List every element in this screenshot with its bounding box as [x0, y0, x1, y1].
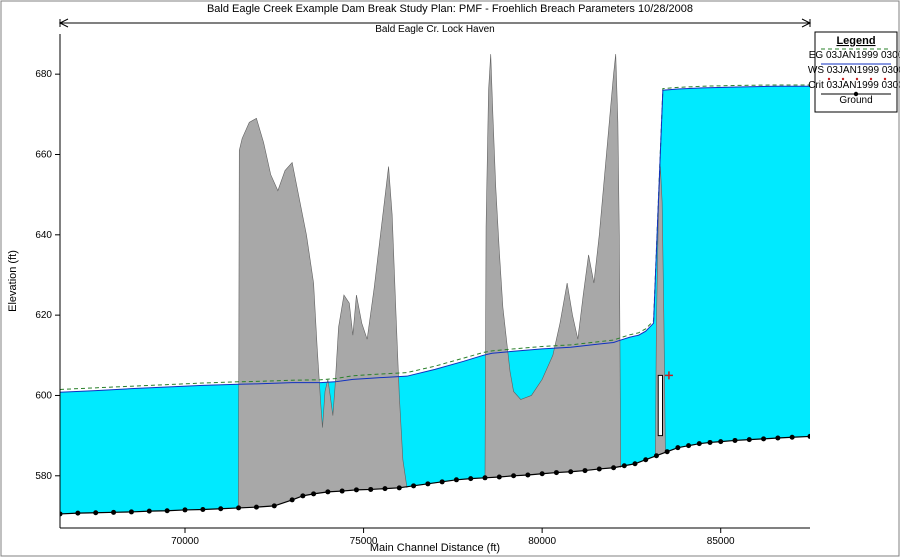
- svg-text:85000: 85000: [707, 536, 735, 547]
- chart-root: Bald Eagle Creek Example Dam Break Study…: [0, 0, 900, 557]
- svg-text:Ground: Ground: [839, 95, 872, 106]
- svg-text:EG 03JAN1999 0300: EG 03JAN1999 0300: [809, 50, 900, 61]
- svg-text:680: 680: [35, 69, 52, 80]
- svg-text:WS 03JAN1999 0300: WS 03JAN1999 0300: [808, 65, 900, 76]
- svg-text:Bald Eagle Cr. Lock Haven: Bald Eagle Cr. Lock Haven: [375, 24, 495, 35]
- svg-text:Crit 03JAN1999 0300: Crit 03JAN1999 0300: [808, 80, 900, 91]
- svg-text:620: 620: [35, 310, 52, 321]
- svg-text:600: 600: [35, 390, 52, 401]
- svg-text:70000: 70000: [171, 536, 199, 547]
- svg-text:660: 660: [35, 149, 52, 160]
- profile-chart: Bald Eagle Creek Example Dam Break Study…: [0, 0, 900, 557]
- svg-text:Elevation (ft): Elevation (ft): [7, 250, 19, 312]
- svg-text:Main Channel Distance (ft): Main Channel Distance (ft): [370, 542, 500, 554]
- svg-text:Legend: Legend: [836, 35, 875, 47]
- svg-text:80000: 80000: [528, 536, 556, 547]
- svg-text:580: 580: [35, 471, 52, 482]
- svg-text:Bald Eagle Creek Example Dam B: Bald Eagle Creek Example Dam Break Study…: [207, 3, 693, 15]
- svg-text:640: 640: [35, 230, 52, 241]
